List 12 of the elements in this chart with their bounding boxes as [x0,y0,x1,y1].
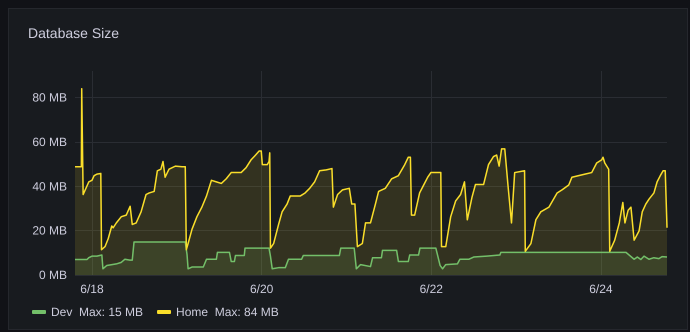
chart-title: Database Size [28,25,120,41]
x-tick-label: 6/18 [80,282,104,296]
x-tick-label: 6/22 [420,282,444,296]
x-tick-label: 6/24 [589,282,613,296]
y-tick-label: 80 MB [32,90,67,105]
legend-label: Home Max: 84 MB [176,305,279,319]
legend-label: Dev Max: 15 MB [51,305,144,319]
y-tick-label: 60 MB [32,134,67,149]
y-tick-label: 20 MB [32,224,67,238]
x-tick-label: 6/20 [250,282,274,296]
y-tick-label: 0 MB [38,268,67,282]
y-tick-label: 40 MB [32,179,67,194]
